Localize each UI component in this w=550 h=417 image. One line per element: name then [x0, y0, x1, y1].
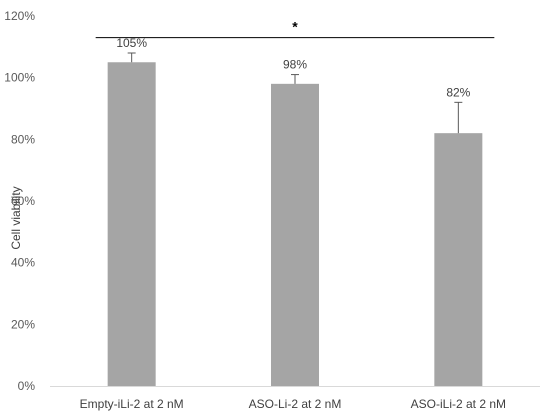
y-tick-label: 40%	[11, 256, 35, 270]
y-tick-label: 60%	[11, 194, 35, 208]
significance-star: *	[292, 19, 298, 35]
data-label: 98%	[283, 58, 307, 72]
bar	[271, 83, 319, 386]
y-tick-label: 100%	[4, 71, 35, 85]
category-label: ASO-iLi-2 at 2 nM	[411, 397, 506, 411]
significance-bracket: *	[95, 19, 495, 39]
bar	[107, 62, 156, 386]
category-label: ASO-Li-2 at 2 nM	[249, 397, 342, 411]
y-tick-label: 80%	[11, 132, 35, 146]
category-label: Empty-iLi-2 at 2 nM	[80, 397, 184, 411]
error-bars	[127, 52, 463, 134]
y-tick-label: 20%	[11, 317, 35, 331]
y-tick-label: 0%	[18, 379, 36, 393]
data-label: 82%	[446, 85, 470, 99]
data-labels: 105% 98% 82%	[116, 36, 470, 99]
data-label: 105%	[116, 36, 147, 50]
y-axis-ticks: 0% 20% 40% 60% 80% 100% 120%	[4, 9, 35, 393]
bar	[434, 133, 483, 386]
bars	[107, 62, 483, 386]
y-tick-label: 120%	[4, 9, 35, 23]
y-axis-title: Cell viability	[9, 186, 23, 249]
category-labels: Empty-iLi-2 at 2 nM ASO-Li-2 at 2 nM ASO-i…	[80, 397, 506, 411]
